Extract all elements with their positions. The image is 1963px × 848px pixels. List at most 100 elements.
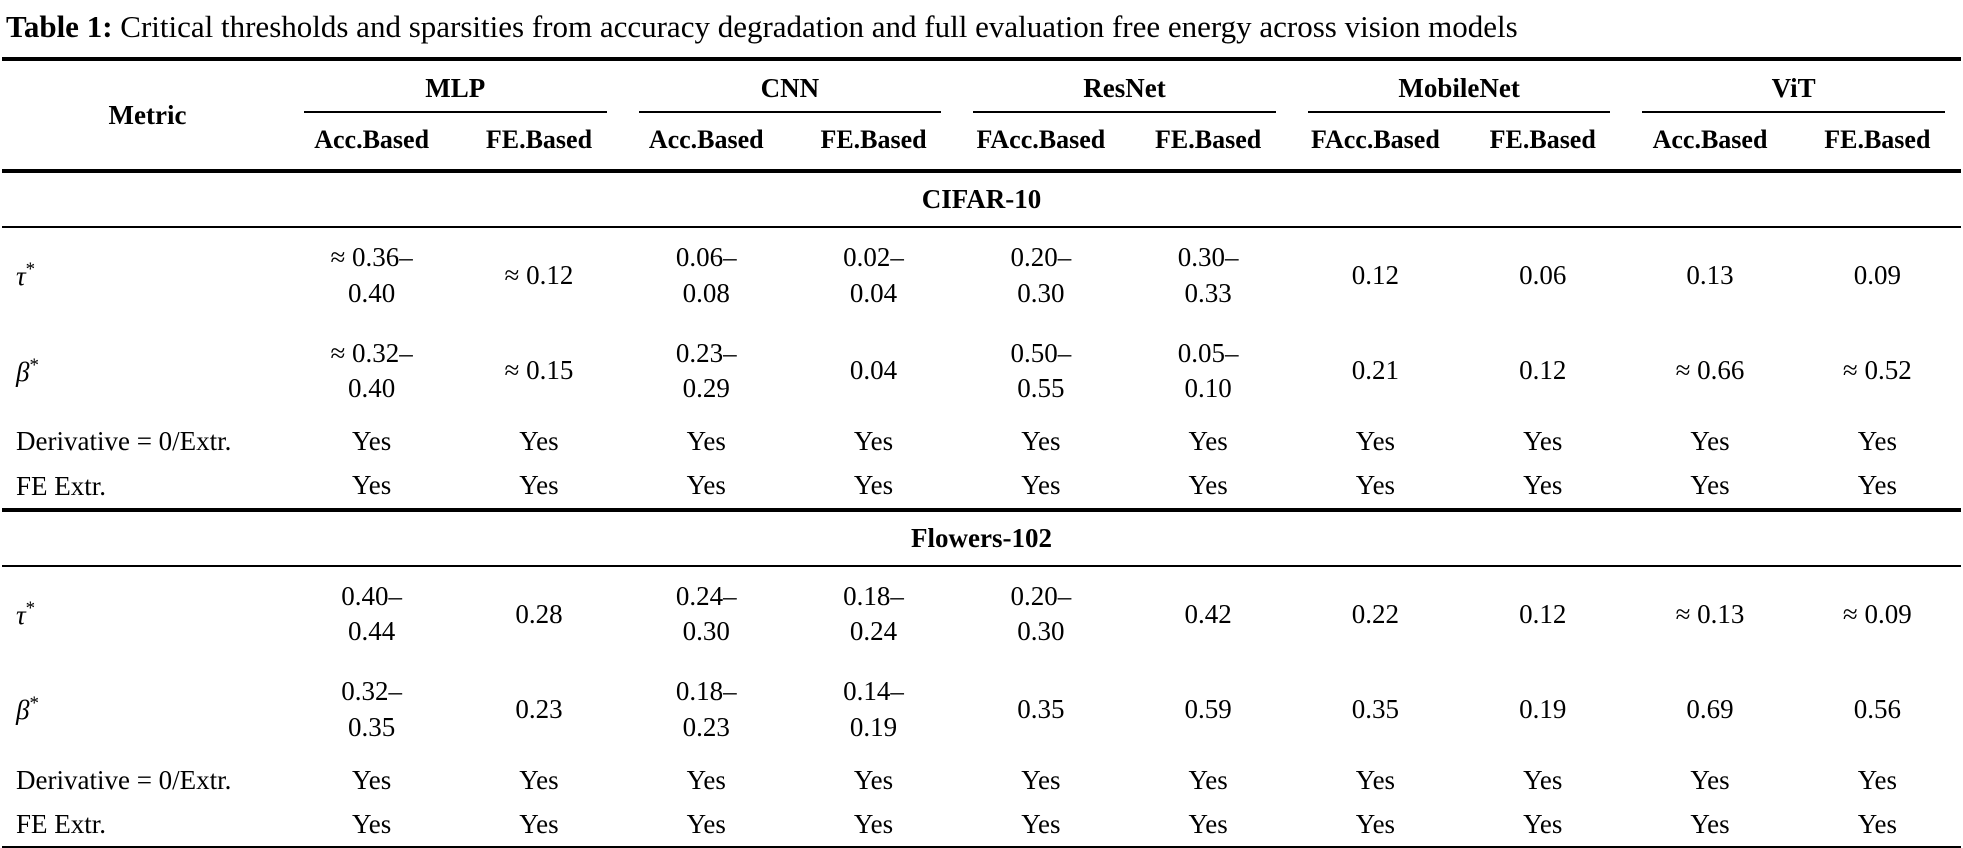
value-cell: Yes [1188,808,1228,839]
table-caption-text: Critical thresholds and sparsities from … [112,9,1518,44]
value-cell: Yes [853,470,894,501]
method-column-header: FAcc.Based [1311,125,1440,155]
table-row: τ* 0.40– 0.44 0.28 0.24– 0.30 0.18– 0.24 0.20… [2,566,1961,662]
value-cell: 0.22 [1351,598,1400,629]
metric-label: Derivative = 0/Extr. [16,764,232,795]
value-cell: 0.20– 0.30 [1010,580,1072,647]
value-cell: ≈ 0.15 [504,355,574,386]
value-cell: Yes [352,764,392,795]
value-cell: Yes [519,425,559,456]
value-cell: Yes [1857,470,1897,501]
value-cell: Yes [686,808,726,839]
method-column-header: FE.Based [485,125,593,155]
value-cell: 0.04 [849,355,898,386]
value-cell: 0.21 [1351,355,1400,386]
value-cell: Yes [1021,470,1061,501]
metric-label: Derivative = 0/Extr. [16,426,232,457]
value-cell: ≈ 0.12 [504,259,574,290]
value-cell: Yes [686,764,726,795]
value-cell: ≈ 0.09 [1842,598,1912,629]
header-row-methods: Acc.Based FE.Based Acc.Based FE.Based FAcc.B… [2,113,1961,171]
value-cell: 0.23– 0.29 [675,337,737,404]
value-cell: 0.18– 0.23 [675,676,737,742]
metric-superscript: * [29,354,39,376]
value-cell: 0.35 [1017,694,1065,724]
metric-cell: τ* [2,227,288,323]
value-cell: Yes [1523,425,1563,456]
table-row: Derivative = 0/Extr. Yes Yes Yes Yes Yes Yes Ye… [2,419,1961,464]
value-cell: 0.09 [1853,259,1901,290]
value-cell: 0.12 [1519,355,1567,386]
value-cell: 0.05– 0.10 [1177,337,1239,404]
value-cell: Yes [853,808,894,839]
table-row: FE Extr. Yes Yes Yes Yes Yes Yes Yes Yes Yes Yes [2,464,1961,510]
metric-superscript: * [25,259,36,281]
metric-label: β [16,356,30,387]
results-table: Metric MLP CNN ResNet MobileNet ViT Acc.Based F… [2,57,1961,848]
method-column-header: Acc.Based [1652,125,1768,155]
value-cell: Yes [1857,764,1897,795]
value-cell: 0.59 [1184,694,1232,724]
value-cell: 0.35 [1351,694,1400,724]
table-body: CIFAR-10 τ* ≈ 0.36– 0.40 ≈ 0.12 0.06– 0.08 0.… [2,169,1961,848]
value-cell: ≈ 0.32– 0.40 [330,337,413,404]
value-cell: Yes [686,425,726,456]
metric-cell: FE Extr. [2,464,288,510]
value-cell: Yes [1690,808,1730,839]
value-cell: Yes [1857,808,1897,839]
value-cell: Yes [1188,470,1228,501]
method-column-header: FE.Based [820,125,927,155]
metric-cell: FE Extr. [2,803,288,848]
value-cell: Yes [1690,470,1730,501]
section-row: Flowers-102 [2,507,1961,567]
table-caption: Table 1: Critical thresholds and sparsit… [2,4,1961,57]
metric-label: FE Extr. [16,809,107,840]
value-cell: Yes [352,808,392,839]
value-cell: Yes [352,425,392,456]
value-cell: ≈ 0.66 [1675,355,1745,386]
metric-cell: β* [2,662,288,758]
metric-superscript: * [29,693,39,715]
value-cell: Yes [1523,470,1563,501]
model-group-header: ViT [1626,59,1961,114]
model-group-header: MobileNet [1292,59,1627,114]
value-cell: ≈ 0.13 [1675,598,1745,629]
value-cell: 0.40– 0.44 [341,580,403,647]
metric-label: FE Extr. [16,470,107,501]
value-cell: Yes [853,425,894,456]
value-cell: Yes [1188,764,1228,795]
value-cell: Yes [519,470,559,501]
value-cell: Yes [519,808,559,839]
model-group-name: CNN [638,73,942,114]
value-cell: Yes [352,470,392,501]
metric-cell: β* [2,323,288,419]
method-column-header: FE.Based [1824,125,1931,155]
dataset-section-header: Flowers-102 [2,507,1961,567]
table-row: Derivative = 0/Extr. Yes Yes Yes Yes Yes Yes Ye… [2,758,1961,803]
value-cell: 0.69 [1686,694,1734,724]
value-cell: 0.30– 0.33 [1177,242,1239,308]
value-cell: 0.02– 0.04 [843,242,904,308]
metric-superscript: * [25,597,36,619]
value-cell: 0.24– 0.30 [675,580,737,647]
value-cell: Yes [686,470,726,501]
table-row: β* 0.32– 0.35 0.23 0.18– 0.23 0.14– 0.19 0.35… [2,662,1961,758]
value-cell: Yes [1355,764,1396,795]
table-row: τ* ≈ 0.36– 0.40 ≈ 0.12 0.06– 0.08 0.02– 0.04… [2,227,1961,323]
value-cell: Yes [1188,425,1228,456]
method-column-header: FE.Based [1155,125,1262,155]
value-cell: 0.19 [1519,694,1567,724]
metric-label: β [16,695,30,726]
value-cell: Yes [1857,425,1897,456]
metric-cell: Derivative = 0/Extr. [2,758,288,803]
value-cell: Yes [1355,470,1396,501]
value-cell: 0.12 [1351,259,1400,290]
value-cell: Yes [853,764,894,795]
metric-label: τ [16,261,26,292]
value-cell: 0.14– 0.19 [843,676,904,742]
value-cell: Yes [1021,425,1061,456]
model-group-name: MLP [304,73,607,114]
value-cell: 0.18– 0.24 [843,580,904,647]
value-cell: 0.56 [1853,694,1901,724]
